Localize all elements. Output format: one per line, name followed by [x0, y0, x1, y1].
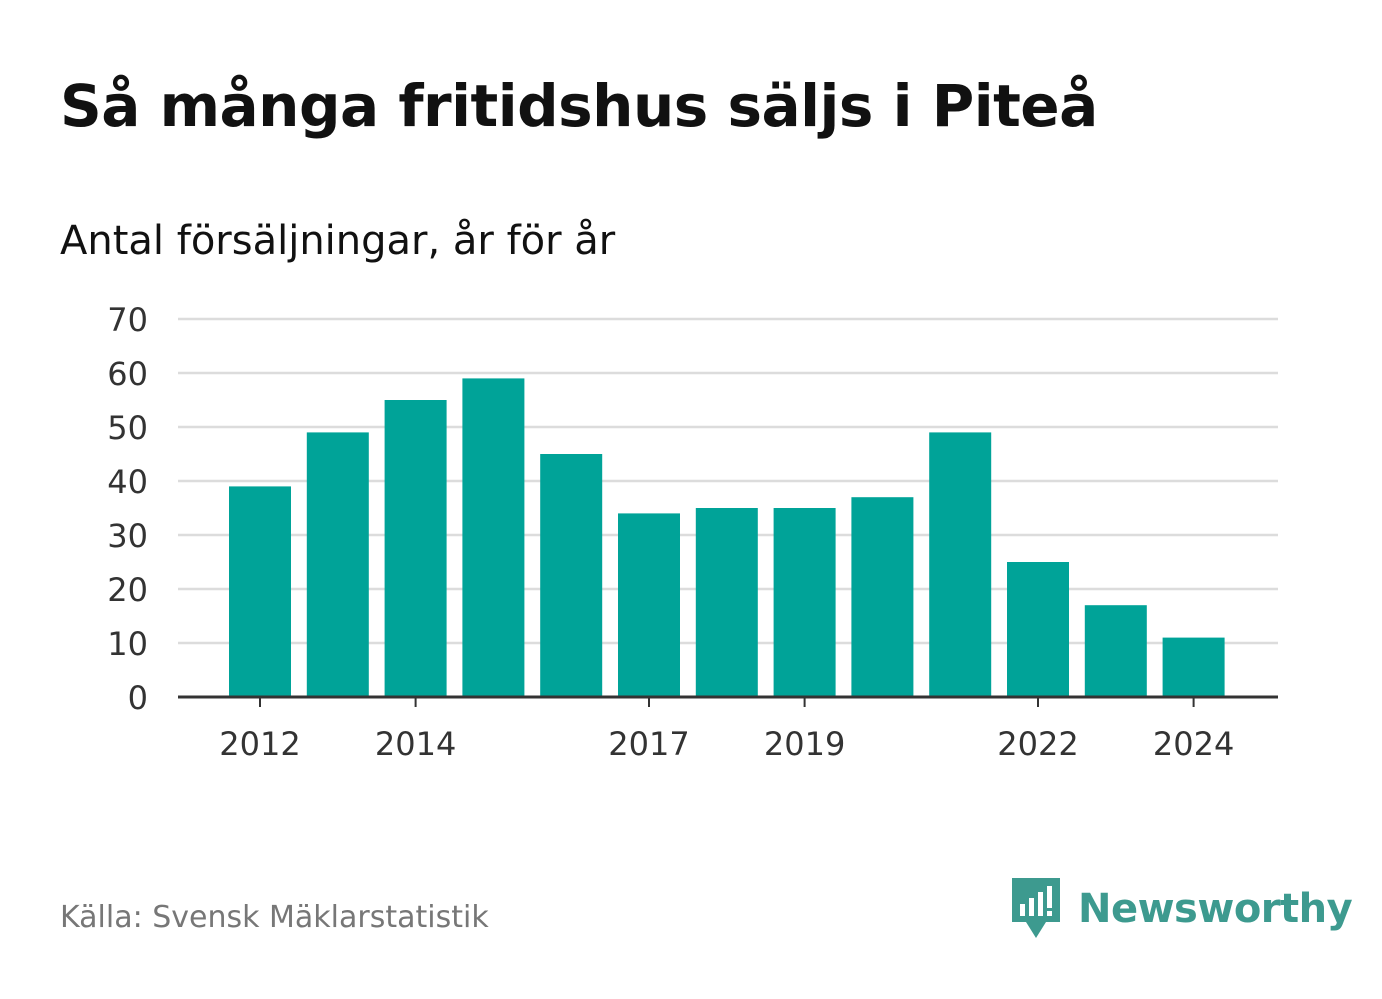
bar-2021 [929, 432, 992, 697]
bar-2012 [229, 486, 291, 697]
source-note: Källa: Svensk Mäklarstatistik [60, 900, 489, 935]
newsworthy-logo: Newsworthy [1012, 878, 1353, 940]
bar-2019 [773, 508, 836, 697]
bar-chart: 0 10 20 30 40 50 60 70 2012 2014 2017 2019 2022 2024 [107, 301, 1278, 763]
x-tick-label: 2014 [375, 725, 456, 763]
y-tick-label: 0 [128, 679, 148, 717]
y-axis-labels: 0 10 20 30 40 50 60 70 [107, 301, 148, 717]
bars [229, 378, 1225, 697]
x-axis-ticks [259, 697, 1195, 707]
bar-2024 [1162, 637, 1225, 697]
newsworthy-logo-icon [1012, 878, 1060, 938]
chart-title: Så många fritidshus säljs i Piteå [60, 72, 1098, 140]
y-tick-label: 20 [107, 571, 148, 609]
x-tick-label: 2017 [608, 725, 689, 763]
bar-2023 [1084, 605, 1147, 697]
y-tick-label: 70 [107, 301, 148, 339]
bar-2013 [306, 432, 369, 697]
x-tick-label: 2022 [997, 725, 1078, 763]
x-tick-label: 2012 [219, 725, 300, 763]
y-tick-label: 30 [107, 517, 148, 555]
chart-subtitle: Antal försäljningar, år för år [60, 218, 616, 264]
y-tick-label: 10 [107, 625, 148, 663]
y-tick-label: 40 [107, 463, 148, 501]
y-tick-label: 60 [107, 355, 148, 393]
bar-2022 [1007, 562, 1069, 697]
bar-2017 [618, 513, 680, 697]
bar-2014 [384, 400, 447, 697]
bar-2018 [695, 508, 758, 697]
bar-2016 [540, 454, 603, 697]
x-axis-labels: 2012 2014 2017 2019 2022 2024 [219, 725, 1234, 763]
x-tick-label: 2019 [764, 725, 845, 763]
brand-name: Newsworthy [1078, 886, 1353, 932]
bar-2020 [851, 497, 914, 697]
bar-2015 [462, 378, 525, 697]
x-tick-label: 2024 [1153, 725, 1234, 763]
y-tick-label: 50 [107, 409, 148, 447]
